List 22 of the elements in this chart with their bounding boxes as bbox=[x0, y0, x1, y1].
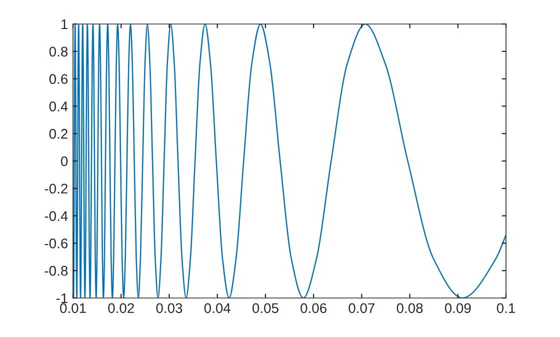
x-tick-label: 0.04 bbox=[204, 303, 230, 314]
y-tick-label: -0.6 bbox=[44, 238, 68, 248]
x-tick-label: 0.05 bbox=[252, 303, 278, 314]
y-tick-label: 0.6 bbox=[49, 74, 68, 84]
y-tick-label: -1 bbox=[56, 293, 68, 304]
y-tick-label: -0.4 bbox=[44, 211, 68, 221]
y-tick-label: -0.8 bbox=[44, 266, 68, 276]
line-series bbox=[73, 24, 506, 298]
y-tick-label: -0.2 bbox=[44, 184, 68, 194]
x-tick-label: 0.1 bbox=[496, 303, 515, 314]
y-tick-label: 0.4 bbox=[49, 102, 68, 112]
x-tick-label: 0.01 bbox=[60, 303, 86, 314]
y-tick-label: 0 bbox=[60, 156, 68, 166]
x-tick-label: 0.03 bbox=[156, 303, 182, 314]
x-tick-label: 0.08 bbox=[396, 303, 423, 314]
x-tick-label: 0.09 bbox=[444, 303, 471, 314]
y-tick-label: 1 bbox=[61, 19, 68, 30]
x-tick-label: 0.06 bbox=[300, 303, 326, 314]
x-tick-label: 0.07 bbox=[348, 303, 374, 314]
x-tick-label: 0.02 bbox=[108, 303, 134, 314]
y-tick-label: 0.2 bbox=[49, 128, 68, 139]
y-tick-label: 0.8 bbox=[49, 46, 68, 57]
